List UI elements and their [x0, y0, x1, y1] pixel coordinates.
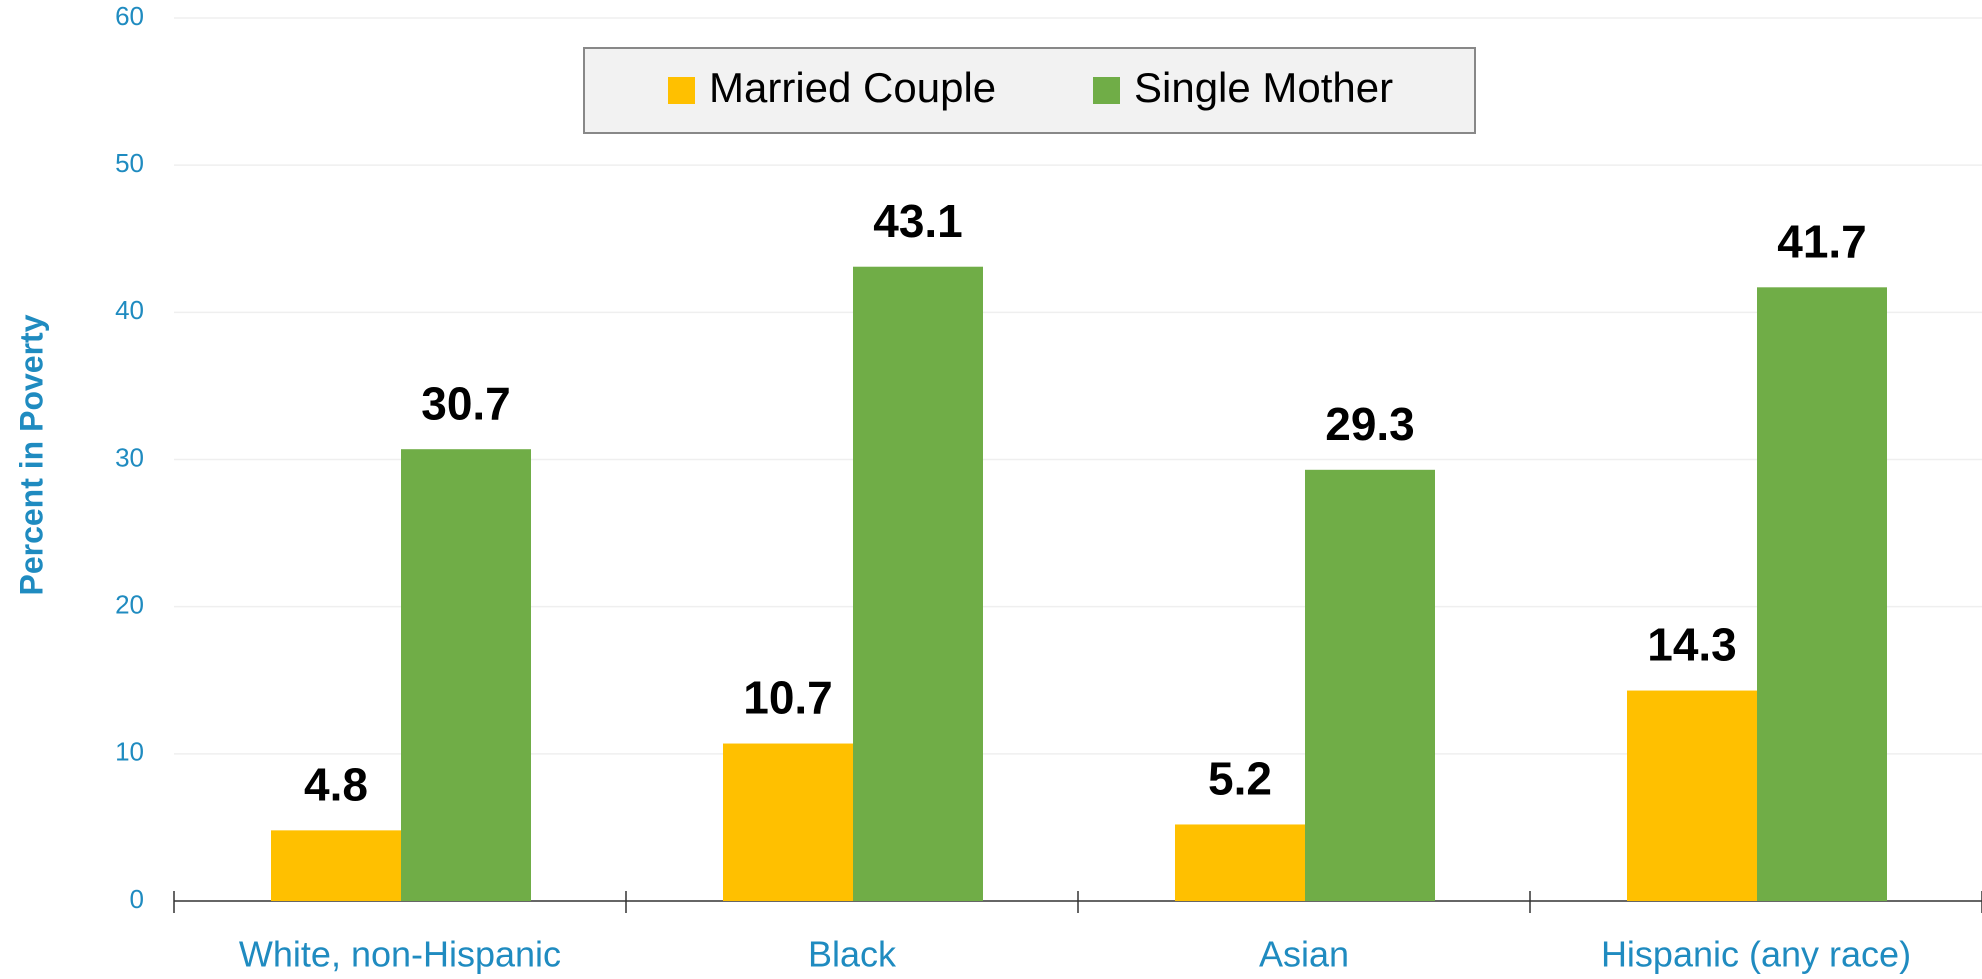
legend-box [583, 47, 1476, 134]
y-tick-label: 30 [115, 442, 144, 472]
bar [1627, 690, 1757, 901]
x-tick-label: Asian [1259, 934, 1349, 975]
data-label: 30.7 [421, 377, 511, 429]
data-label: 4.8 [304, 759, 368, 811]
y-tick-label: 20 [115, 590, 144, 620]
legend-swatch [668, 77, 695, 104]
legend-swatch [1093, 77, 1120, 104]
data-label: 5.2 [1208, 753, 1272, 805]
bar [1757, 287, 1887, 901]
data-label: 14.3 [1647, 619, 1737, 671]
data-label: 10.7 [743, 672, 833, 724]
y-axis-label: Percent in Poverty [13, 314, 49, 595]
bar [1305, 469, 1435, 901]
bar [1175, 824, 1305, 901]
y-tick-label: 0 [130, 884, 144, 914]
x-tick-label: White, non-Hispanic [239, 934, 561, 975]
y-tick-label: 50 [115, 148, 144, 178]
bar [853, 266, 983, 901]
bar [271, 830, 401, 901]
data-label: 43.1 [873, 195, 963, 247]
y-tick-label: 10 [115, 737, 144, 767]
legend-label: Married Couple [709, 64, 996, 111]
data-label: 41.7 [1777, 215, 1867, 267]
x-tick-label: Hispanic (any race) [1601, 934, 1911, 975]
y-tick-label: 40 [115, 295, 144, 325]
y-tick-label: 60 [115, 1, 144, 31]
legend-label: Single Mother [1134, 64, 1393, 111]
bar [401, 449, 531, 901]
data-label: 29.3 [1325, 398, 1415, 450]
bar [723, 743, 853, 901]
x-tick-label: Black [808, 934, 897, 975]
